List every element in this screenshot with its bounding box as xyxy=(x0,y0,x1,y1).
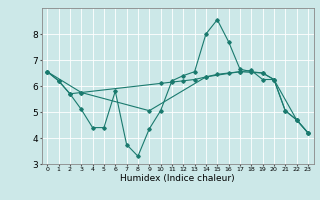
X-axis label: Humidex (Indice chaleur): Humidex (Indice chaleur) xyxy=(120,174,235,183)
